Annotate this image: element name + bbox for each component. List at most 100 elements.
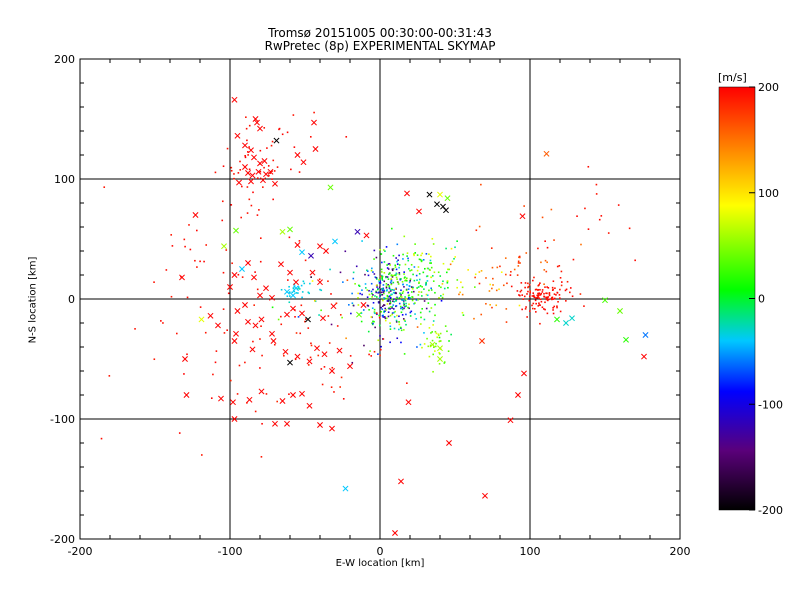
data-point-dot	[378, 297, 381, 299]
data-point-dot	[376, 278, 378, 280]
data-point-dot	[417, 294, 420, 296]
data-point-dot	[389, 325, 392, 328]
data-point-dot	[405, 302, 407, 305]
data-point-dot	[317, 354, 320, 357]
data-point-dot	[392, 291, 395, 294]
data-point-dot	[294, 316, 296, 318]
data-point-dot	[393, 316, 396, 318]
data-point-dot	[308, 292, 310, 295]
data-point-dot	[389, 301, 392, 303]
data-point-dot	[329, 268, 331, 271]
data-point-dot	[373, 312, 376, 314]
data-point-dot	[171, 245, 174, 247]
data-point-dot	[379, 294, 382, 296]
data-point-dot	[395, 272, 398, 275]
data-point-dot	[389, 328, 392, 330]
data-point-dot	[212, 373, 214, 376]
data-point-dot	[529, 291, 531, 294]
data-point-dot	[538, 292, 541, 294]
data-point-dot	[272, 198, 274, 201]
data-point-dot	[170, 295, 173, 298]
data-point-dot	[546, 261, 548, 264]
data-point-dot	[377, 288, 379, 291]
data-point-dot	[385, 285, 388, 288]
data-point-dot	[226, 329, 228, 332]
data-point-dot	[410, 263, 413, 266]
data-point-dot	[559, 277, 562, 279]
data-point-dot	[418, 281, 420, 283]
data-point-dot	[351, 361, 354, 364]
data-point-dot	[488, 290, 491, 292]
data-point-x	[182, 356, 188, 362]
data-point-x	[363, 232, 370, 239]
data-point-dot	[401, 280, 404, 283]
data-point-dot	[162, 322, 164, 324]
data-point-dot	[398, 266, 400, 269]
data-point-dot	[473, 317, 475, 320]
data-point-x	[251, 274, 257, 281]
data-point-dot	[392, 281, 395, 284]
colorbar-tick-label: -200	[758, 504, 783, 517]
data-point-dot	[402, 283, 404, 286]
data-point-dot	[370, 355, 373, 357]
data-point-dot	[460, 281, 462, 284]
data-point-dot	[321, 383, 324, 386]
data-point-dot	[548, 293, 551, 295]
data-point-dot	[495, 304, 498, 307]
data-point-dot	[475, 229, 478, 232]
data-point-dot	[263, 166, 265, 169]
data-point-dot	[410, 310, 413, 313]
data-point-dot	[362, 309, 365, 311]
data-point-dot	[430, 289, 433, 291]
data-point-x	[426, 191, 433, 198]
data-point-dot	[388, 272, 391, 274]
data-point-dot	[269, 172, 272, 174]
data-point-dot	[440, 299, 443, 302]
data-point-dot	[538, 284, 540, 286]
data-point-dot	[387, 311, 390, 314]
data-point-dot	[263, 127, 266, 129]
data-point-dot	[446, 280, 449, 282]
data-point-dot	[223, 332, 226, 334]
data-point-dot	[380, 253, 383, 255]
data-point-dot	[226, 147, 229, 150]
data-point-dot	[525, 306, 527, 308]
data-point-dot	[298, 240, 301, 242]
data-point-dot	[461, 293, 464, 296]
data-point-dot	[559, 310, 562, 313]
data-point-dot	[525, 252, 528, 254]
x-tick-label: -200	[68, 545, 93, 558]
data-point-x	[437, 345, 443, 352]
data-point-dot	[371, 307, 374, 310]
data-point-dot	[222, 165, 225, 168]
data-point-dot	[552, 298, 555, 300]
data-point-dot	[418, 291, 420, 293]
data-point-dot	[309, 136, 312, 138]
data-point-x	[332, 238, 338, 245]
data-point-dot	[474, 286, 476, 288]
data-point-dot	[529, 310, 531, 312]
data-point-dot	[237, 172, 240, 174]
data-point-dot	[426, 267, 429, 270]
data-point-dot	[237, 273, 240, 276]
data-point-dot	[430, 262, 433, 264]
data-point-dot	[395, 319, 398, 322]
data-point-dot	[420, 254, 422, 257]
data-point-dot	[520, 282, 523, 284]
data-point-dot	[367, 274, 370, 277]
data-point-dot	[394, 310, 396, 313]
data-point-dot	[405, 305, 407, 307]
data-point-dot	[559, 288, 561, 291]
y-axis-ticks: -200 -100 0 100 200	[50, 53, 680, 546]
data-point-dot	[394, 274, 396, 277]
data-point-x	[306, 402, 313, 409]
data-point-dot	[416, 254, 419, 256]
x-tick-label: -100	[218, 545, 243, 558]
data-point-dot	[502, 284, 505, 287]
data-point-dot	[428, 355, 431, 358]
data-point-x	[519, 213, 526, 220]
data-point-dot	[628, 227, 631, 230]
data-point-dot	[407, 288, 410, 290]
data-point-dot	[411, 296, 414, 299]
data-point-x	[405, 399, 412, 406]
